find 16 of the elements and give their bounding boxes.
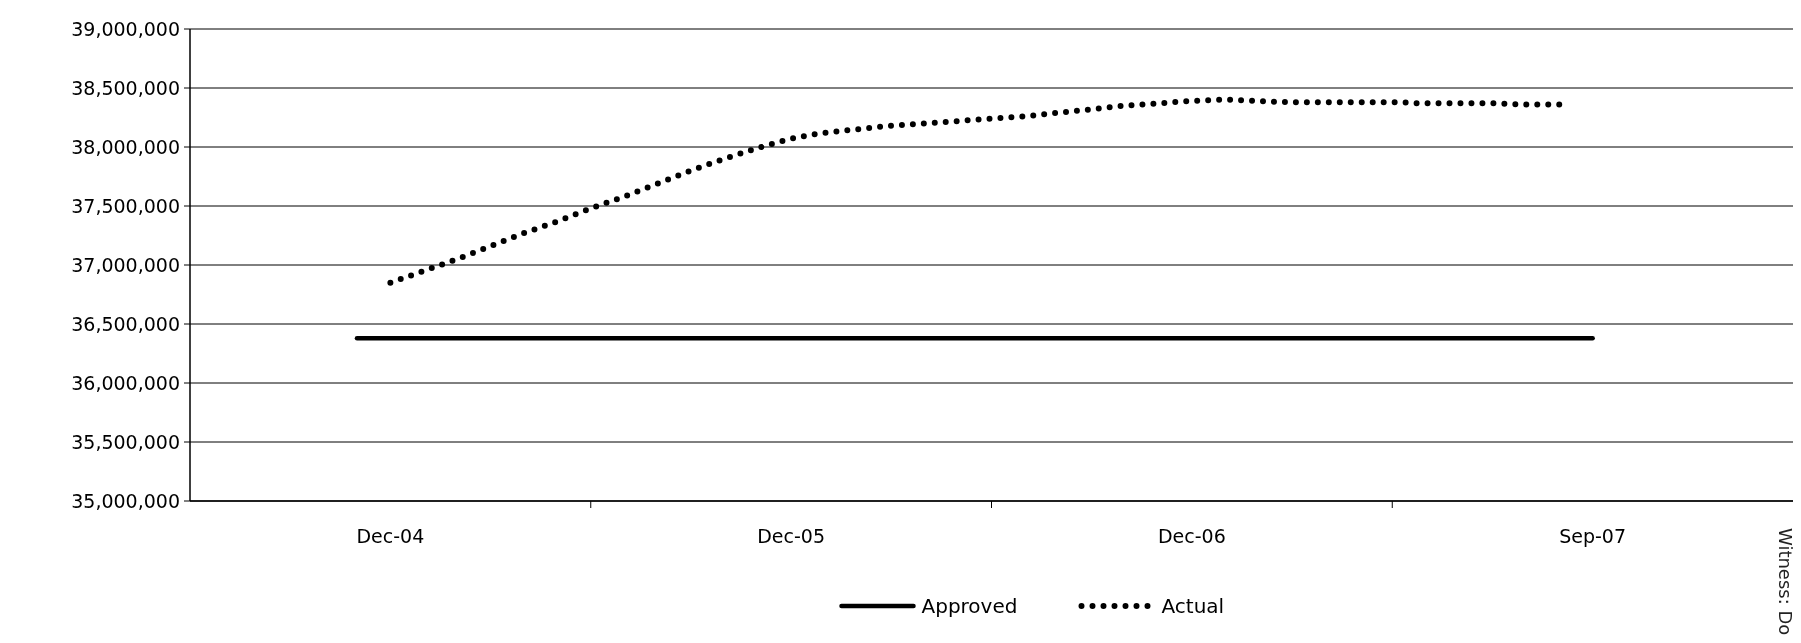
- y-tick-label: 39,000,000: [71, 17, 180, 40]
- y-tick-label: 36,000,000: [71, 371, 180, 394]
- text: Witness: Do: [1775, 528, 1796, 636]
- legend-label: Approved: [921, 594, 1018, 618]
- x-tick-label: Dec-05: [757, 525, 826, 547]
- x-tick-label: Dec-04: [356, 525, 425, 547]
- x-tick-label: Dec-06: [1157, 525, 1226, 547]
- y-tick-label: 37,000,000: [71, 253, 180, 276]
- x-tick-label: Sep-07: [1559, 525, 1627, 547]
- y-tick-label: 38,000,000: [71, 135, 180, 158]
- y-tick-label: 35,500,000: [71, 430, 180, 453]
- y-tick-label: 36,500,000: [71, 312, 180, 335]
- y-tick-label: 38,500,000: [71, 76, 180, 99]
- legend-label: Actual: [1161, 594, 1225, 618]
- y-tick-label: 37,500,000: [71, 194, 180, 217]
- y-tick-label: 35,000,000: [71, 489, 180, 512]
